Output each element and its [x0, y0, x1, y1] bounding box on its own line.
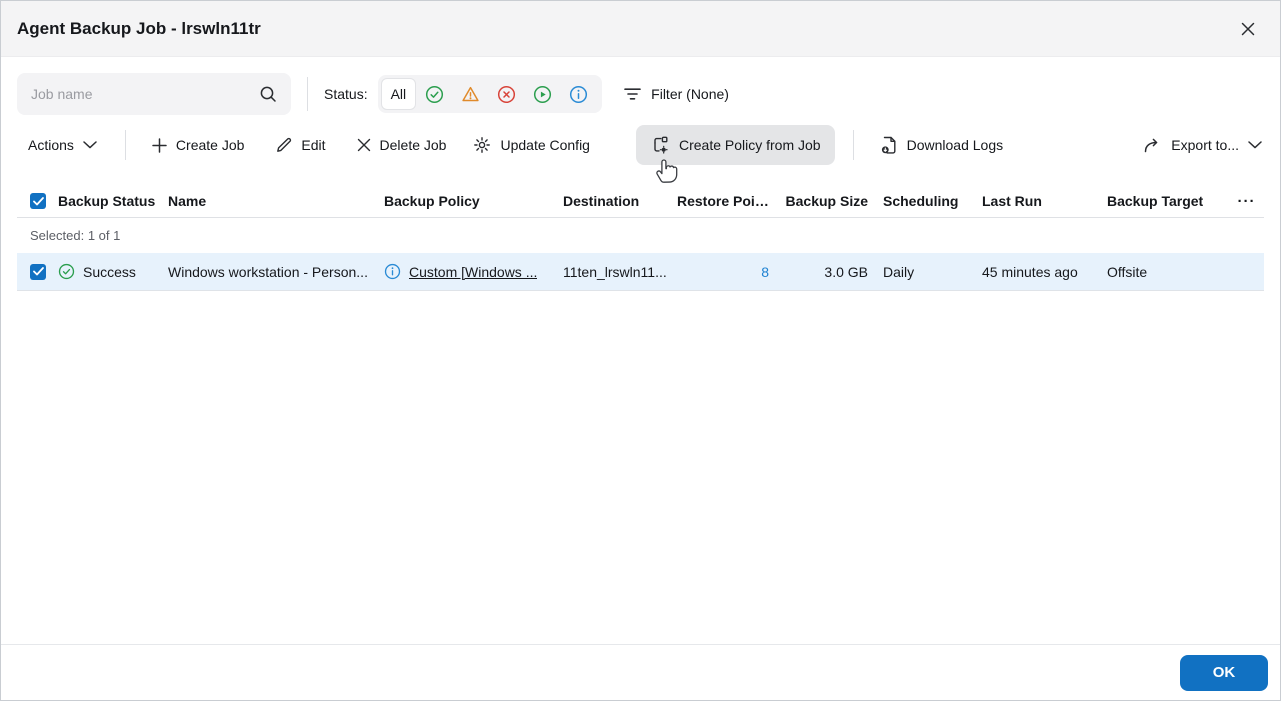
row-backup-status: Success	[83, 263, 136, 280]
table-header-row: Backup Status Name Backup Policy Destina…	[17, 185, 1264, 218]
search-icon	[259, 85, 277, 103]
toolbar: Actions Create Job Edit Delete Job	[17, 123, 1264, 183]
document-download-icon	[880, 135, 898, 155]
column-settings-ellipsis-icon[interactable]: ···	[1237, 192, 1256, 210]
create-job-button[interactable]: Create Job	[152, 137, 244, 153]
column-header-backup-size[interactable]: Backup Size	[785, 193, 868, 209]
filter-icon	[624, 87, 641, 101]
column-header-backup-policy[interactable]: Backup Policy	[384, 193, 480, 209]
filter-bar: Status: All	[17, 73, 1264, 115]
column-header-name[interactable]: Name	[168, 193, 207, 209]
status-filter-all[interactable]: All	[380, 78, 417, 110]
plus-icon	[152, 137, 167, 153]
jobs-table: Backup Status Name Backup Policy Destina…	[17, 185, 1264, 291]
column-header-destination[interactable]: Destination	[563, 193, 640, 209]
download-logs-button[interactable]: Download Logs	[880, 135, 1004, 155]
export-arrow-icon	[1143, 137, 1162, 153]
delete-job-button[interactable]: Delete Job	[357, 137, 447, 153]
download-logs-label: Download Logs	[906, 137, 1004, 153]
success-check-circle-icon	[58, 263, 75, 280]
x-circle-icon	[497, 85, 516, 104]
chevron-down-icon	[1248, 141, 1262, 149]
edit-button[interactable]: Edit	[275, 137, 326, 154]
info-circle-icon	[569, 85, 588, 104]
row-scheduling: Daily	[883, 263, 915, 280]
column-header-restore-points[interactable]: Restore Points	[677, 193, 769, 209]
row-checkbox[interactable]	[30, 263, 46, 280]
divider	[124, 130, 126, 160]
row-destination: 11ten_lrswln11...	[563, 263, 667, 280]
status-filter-label: Status:	[324, 86, 368, 102]
status-filter-warning[interactable]	[452, 78, 488, 110]
pencil-icon	[275, 137, 292, 154]
column-header-last-run[interactable]: Last Run	[982, 193, 1042, 209]
dialog-title: Agent Backup Job - lrswln11tr	[17, 18, 261, 38]
status-filter-error[interactable]	[488, 78, 524, 110]
dialog-header: Agent Backup Job - lrswln11tr	[1, 1, 1280, 57]
select-all-checkbox[interactable]	[30, 193, 46, 209]
column-header-backup-status[interactable]: Backup Status	[58, 193, 156, 209]
row-backup-target: Offsite	[1107, 263, 1148, 280]
export-to-label: Export to...	[1171, 137, 1239, 153]
column-header-scheduling[interactable]: Scheduling	[883, 193, 959, 209]
dialog-footer: OK	[1, 644, 1280, 700]
status-filter-info[interactable]	[560, 78, 596, 110]
check-circle-icon	[425, 85, 444, 104]
close-icon[interactable]	[1234, 15, 1262, 43]
search-box[interactable]	[17, 73, 291, 115]
create-policy-from-job-label: Create Policy from Job	[678, 137, 821, 153]
update-config-label: Update Config	[500, 137, 590, 153]
x-icon	[357, 138, 371, 152]
hand-pointer-cursor	[654, 154, 681, 188]
filter-button[interactable]: Filter (None)	[624, 86, 729, 102]
row-backup-policy-link[interactable]: Custom [Windows ...	[409, 263, 538, 280]
table-row[interactable]: Success Windows workstation - Person... …	[17, 253, 1264, 291]
edit-label: Edit	[301, 137, 326, 153]
search-input[interactable]	[31, 86, 259, 102]
filter-button-label: Filter (None)	[651, 86, 729, 102]
status-filter-running[interactable]	[524, 78, 560, 110]
actions-menu-label: Actions	[28, 137, 74, 153]
selection-summary: Selected: 1 of 1	[30, 228, 121, 243]
status-filter-group: All	[377, 75, 603, 113]
divider	[307, 77, 308, 111]
export-to-button[interactable]: Export to...	[1143, 137, 1264, 153]
create-policy-from-job-button[interactable]: Create Policy from Job	[635, 125, 835, 183]
play-circle-icon	[533, 85, 552, 104]
policy-doc-gear-icon	[650, 135, 670, 155]
row-backup-size: 3.0 GB	[824, 263, 868, 280]
status-filter-success[interactable]	[416, 78, 452, 110]
info-circle-icon[interactable]	[384, 263, 401, 280]
update-config-button[interactable]: Update Config	[473, 136, 590, 154]
row-restore-points-link[interactable]: 8	[761, 263, 769, 280]
ok-button[interactable]: OK	[1180, 654, 1268, 691]
row-name: Windows workstation - Person...	[168, 263, 368, 280]
warning-triangle-icon	[461, 85, 480, 104]
divider	[852, 130, 854, 160]
column-header-backup-target[interactable]: Backup Target	[1107, 193, 1204, 209]
row-last-run: 45 minutes ago	[982, 263, 1078, 280]
create-job-label: Create Job	[175, 137, 245, 153]
actions-menu-button[interactable]: Actions	[17, 137, 97, 153]
chevron-down-icon	[83, 141, 97, 149]
gear-icon	[473, 136, 491, 154]
delete-job-label: Delete Job	[379, 137, 447, 153]
